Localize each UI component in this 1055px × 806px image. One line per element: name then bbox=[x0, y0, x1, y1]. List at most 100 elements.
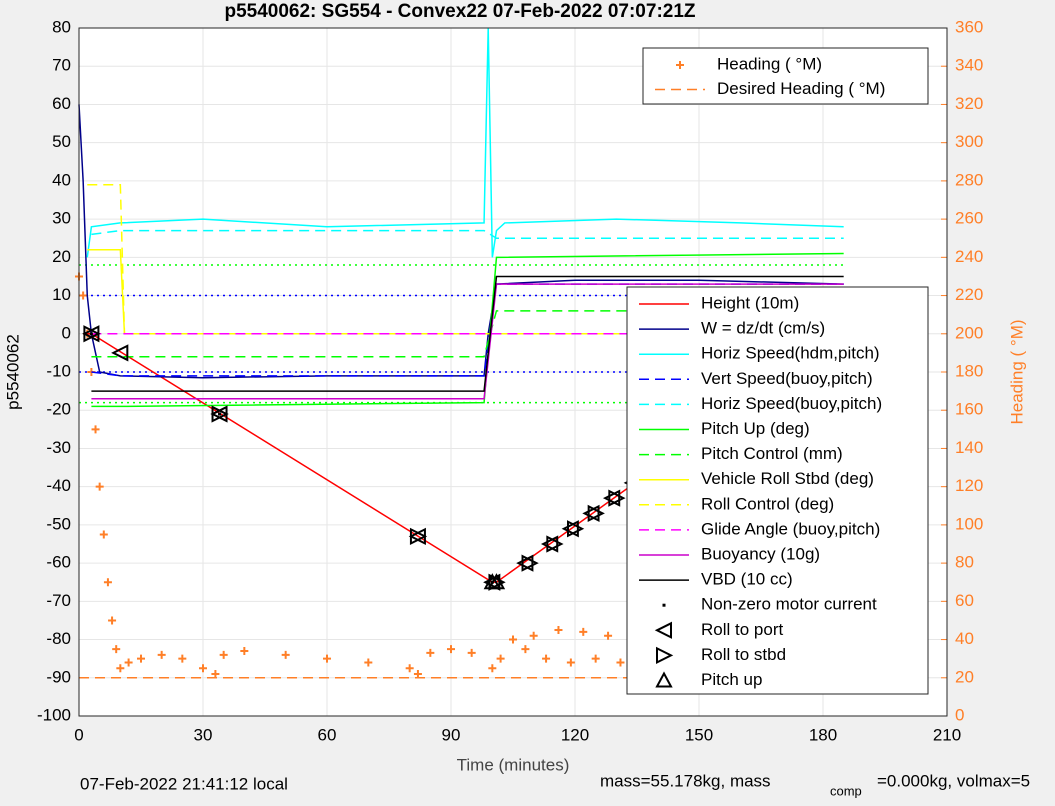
legend: Heading ( °M) Desired Heading ( °M) bbox=[642, 47, 929, 105]
x-tick-label: 0 bbox=[74, 725, 83, 744]
marker bbox=[426, 648, 435, 657]
marker bbox=[604, 631, 613, 640]
y-tick-label: -80 bbox=[46, 629, 71, 648]
marker bbox=[409, 527, 428, 545]
marker bbox=[405, 664, 414, 673]
footer: comp bbox=[830, 783, 862, 798]
y-tick-label: -30 bbox=[46, 438, 71, 457]
marker bbox=[602, 489, 621, 507]
y-tick-label: -60 bbox=[46, 553, 71, 572]
marker bbox=[364, 658, 373, 667]
y2-tick-label: 320 bbox=[955, 94, 983, 113]
y-tick-label: 70 bbox=[52, 56, 71, 75]
y-tick-label: -20 bbox=[46, 400, 71, 419]
marker bbox=[211, 669, 220, 678]
series-line bbox=[91, 310, 844, 358]
y-tick-label: -50 bbox=[46, 514, 71, 533]
legend-label: Vert Speed(buoy,pitch) bbox=[701, 369, 873, 388]
marker bbox=[116, 664, 125, 673]
marker bbox=[488, 664, 497, 673]
marker bbox=[487, 573, 506, 590]
y2-label: Heading ( °M) bbox=[1007, 319, 1026, 424]
y2-tick-label: 180 bbox=[955, 361, 983, 380]
legend-label: Vehicle Roll Stbd (deg) bbox=[701, 469, 874, 488]
legend-label: Pitch up bbox=[701, 670, 762, 689]
y2-tick-label: 120 bbox=[955, 476, 983, 495]
x-tick-label: 60 bbox=[318, 725, 337, 744]
y2-tick-label: 100 bbox=[955, 514, 983, 533]
y-tick-label: 30 bbox=[52, 209, 71, 228]
y-tick-label: 10 bbox=[52, 285, 71, 304]
marker bbox=[554, 626, 563, 634]
x-tick-label: 150 bbox=[685, 725, 713, 744]
y-tick-label: -70 bbox=[46, 591, 71, 610]
y2-tick-label: 220 bbox=[955, 285, 983, 304]
chart-title: p5540062: SG554 - Convex22 07-Feb-2022 0… bbox=[224, 1, 695, 22]
marker bbox=[108, 616, 117, 625]
y2-tick-label: 160 bbox=[955, 400, 983, 419]
marker bbox=[656, 646, 674, 665]
y2-tick-label: 240 bbox=[955, 247, 983, 266]
footer: mass=55.178kg, mass bbox=[600, 771, 771, 790]
marker bbox=[496, 654, 505, 663]
x-label: Time (minutes) bbox=[457, 755, 570, 774]
legend-label: VBD (10 cc) bbox=[701, 570, 793, 589]
y-tick-label: 0 bbox=[62, 323, 71, 342]
marker bbox=[616, 658, 625, 667]
y-tick-label: -100 bbox=[37, 705, 71, 724]
y-label: p5540062 bbox=[3, 334, 22, 410]
y-tick-label: 20 bbox=[52, 247, 71, 266]
x-tick-label: 180 bbox=[809, 725, 837, 744]
y-tick-label: -90 bbox=[46, 667, 71, 686]
marker bbox=[91, 425, 100, 434]
x-tick-label: 120 bbox=[561, 725, 589, 744]
legend-label: Roll to stbd bbox=[701, 645, 786, 664]
marker bbox=[111, 344, 129, 362]
x-tick-label: 210 bbox=[933, 725, 961, 744]
series-line bbox=[91, 283, 844, 400]
marker bbox=[561, 520, 579, 538]
marker bbox=[579, 627, 588, 636]
marker bbox=[521, 554, 539, 572]
marker bbox=[157, 650, 166, 659]
series-line bbox=[91, 229, 844, 239]
legend-label: Roll Control (deg) bbox=[701, 494, 834, 513]
marker bbox=[178, 654, 187, 663]
y2-tick-label: 340 bbox=[955, 56, 983, 75]
marker bbox=[509, 635, 517, 644]
y2-tick-label: 80 bbox=[955, 553, 974, 572]
axes-box bbox=[78, 27, 948, 717]
y-tick-label: 80 bbox=[52, 17, 71, 36]
marker bbox=[95, 482, 104, 491]
marker bbox=[676, 61, 684, 69]
series-line bbox=[91, 275, 844, 392]
series-line bbox=[87, 183, 844, 335]
legend-label: Roll to port bbox=[701, 620, 783, 639]
marker bbox=[654, 621, 672, 639]
marker bbox=[467, 648, 476, 657]
legend-label: Pitch Control (mm) bbox=[701, 444, 843, 463]
legend: Height (10m) W = dz/dt (cm/s) Horiz Speed(… bbox=[626, 286, 929, 695]
legend-box bbox=[642, 47, 929, 105]
y2-tick-label: 300 bbox=[955, 132, 983, 151]
legend-label: Horiz Speed(hdm,pitch) bbox=[701, 344, 880, 363]
legend-label: Heading ( °M) bbox=[717, 54, 822, 73]
marker bbox=[608, 489, 626, 507]
y2-tick-label: 140 bbox=[955, 438, 983, 457]
footer: =0.000kg, volmax=5 bbox=[877, 771, 1030, 790]
marker bbox=[447, 645, 455, 654]
marker bbox=[529, 631, 538, 640]
marker bbox=[542, 654, 551, 663]
marker bbox=[567, 520, 585, 538]
marker bbox=[516, 554, 534, 572]
marker bbox=[540, 535, 559, 553]
marker bbox=[99, 530, 108, 539]
footer: 07-Feb-2022 21:41:12 local bbox=[80, 774, 288, 793]
marker bbox=[240, 647, 249, 656]
y-tick-label: -40 bbox=[46, 476, 71, 495]
legend-label: W = dz/dt (cm/s) bbox=[701, 319, 825, 338]
marker bbox=[413, 669, 422, 678]
y2-tick-label: 60 bbox=[955, 591, 974, 610]
x-tick-label: 30 bbox=[194, 725, 213, 744]
